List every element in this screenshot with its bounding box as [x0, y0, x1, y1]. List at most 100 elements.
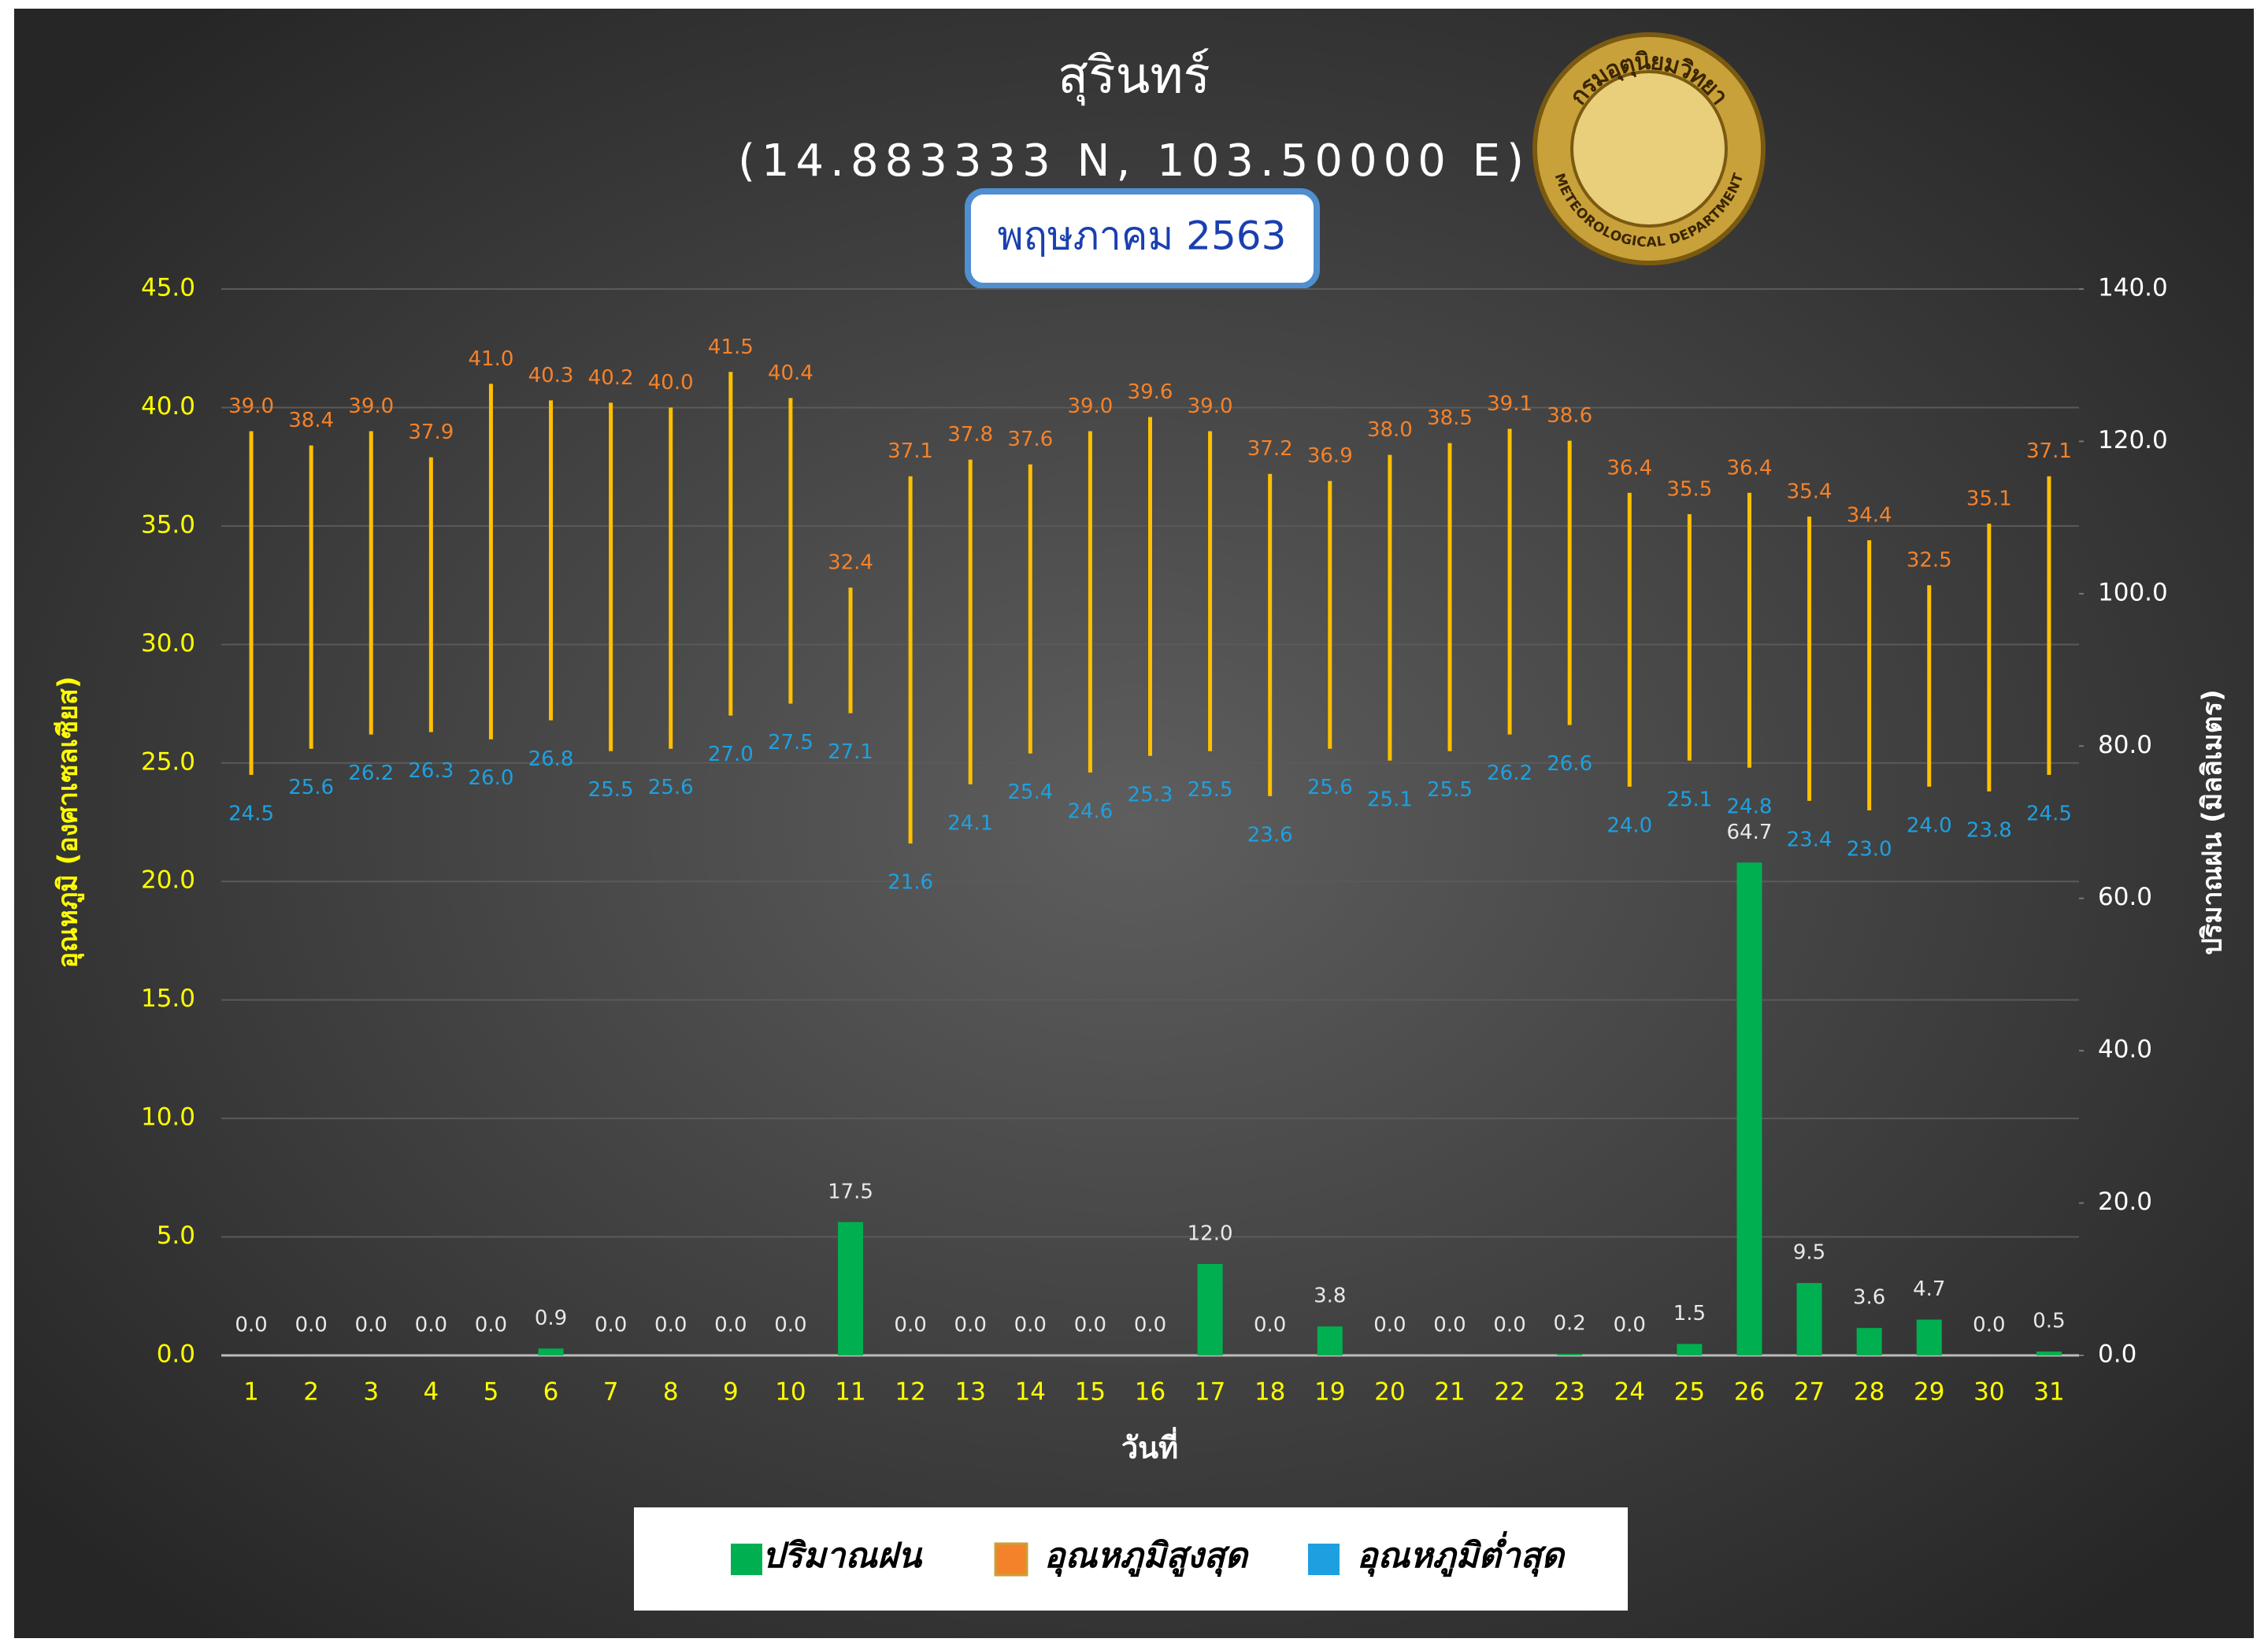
max-label: 39.0: [1188, 395, 1233, 418]
y-tick-label: 20.0: [141, 866, 195, 895]
x-tick-label: 31: [2033, 1378, 2064, 1407]
y-tick-label: 10.0: [141, 1103, 195, 1132]
min-label: 25.6: [288, 776, 334, 799]
min-label: 23.8: [1966, 818, 2012, 842]
rain-label: 0.0: [894, 1314, 926, 1337]
x-tick-label: 3: [363, 1378, 379, 1407]
rain-label: 4.7: [1913, 1277, 1945, 1301]
x-tick-label: 4: [423, 1378, 439, 1407]
rain-bar: [1557, 1354, 1583, 1355]
logo-center: [1570, 70, 1728, 228]
rain-label: 0.0: [355, 1314, 387, 1337]
x-tick-label: 14: [1015, 1378, 1046, 1407]
x-tick-label: 30: [1973, 1378, 2004, 1407]
max-label: 39.6: [1128, 380, 1173, 404]
min-label: 25.5: [1188, 778, 1233, 802]
x-tick-label: 5: [484, 1378, 499, 1407]
chart-title: สุรินทร์: [1058, 47, 1210, 106]
rain-bar: [1916, 1319, 1942, 1355]
y-tick-label: 5.0: [157, 1222, 195, 1250]
rain-label: 0.0: [475, 1314, 507, 1337]
x-tick-label: 23: [1554, 1378, 1584, 1407]
max-label: 38.4: [288, 409, 334, 432]
x-tick-label: 24: [1614, 1378, 1645, 1407]
x-tick-label: 1: [243, 1378, 259, 1407]
x-tick-label: 8: [663, 1378, 679, 1407]
rain-label: 0.0: [1614, 1314, 1646, 1337]
y2-tick-label: 80.0: [2098, 731, 2152, 759]
y2-tick-label: 60.0: [2098, 883, 2152, 911]
legend-label: ปริมาณฝน: [762, 1537, 923, 1575]
y2-tick-label: 20.0: [2098, 1188, 2152, 1216]
min-label: 24.5: [228, 802, 274, 825]
min-label: 25.5: [588, 778, 634, 802]
x-tick-label: 17: [1195, 1378, 1225, 1407]
rain-bar: [1677, 1344, 1703, 1355]
rain-label: 0.0: [295, 1314, 327, 1337]
x-tick-label: 16: [1135, 1378, 1166, 1407]
rain-label: 3.6: [1853, 1286, 1885, 1310]
x-tick-label: 13: [954, 1378, 985, 1407]
max-label: 37.2: [1247, 437, 1293, 461]
x-tick-label: 26: [1734, 1378, 1765, 1407]
max-label: 34.4: [1847, 503, 1892, 527]
max-label: 39.1: [1487, 392, 1532, 416]
min-label: 27.1: [828, 740, 873, 764]
max-label: 37.6: [1007, 428, 1053, 451]
max-label: 40.0: [648, 371, 694, 395]
min-label: 27.0: [708, 743, 754, 766]
y-tick-label: 15.0: [141, 984, 195, 1013]
min-label: 24.6: [1067, 799, 1113, 823]
max-label: 37.8: [947, 423, 993, 447]
max-label: 40.3: [528, 364, 574, 387]
rain-bar: [1197, 1263, 1223, 1355]
rain-bar: [1856, 1328, 1882, 1355]
y2-tick-label: 0.0: [2098, 1340, 2136, 1369]
max-label: 39.0: [228, 395, 274, 418]
max-label: 40.4: [768, 361, 813, 385]
rain-label: 0.0: [1074, 1314, 1106, 1337]
y2-tick-label: 100.0: [2098, 578, 2168, 606]
y-tick-label: 40.0: [141, 392, 195, 421]
x-tick-label: 6: [543, 1378, 559, 1407]
min-label: 25.6: [648, 776, 694, 799]
max-label: 40.2: [588, 366, 634, 390]
x-tick-label: 11: [835, 1378, 865, 1407]
y-tick-label: 0.0: [157, 1340, 195, 1369]
min-label: 25.3: [1128, 783, 1173, 806]
min-label: 23.0: [1847, 837, 1892, 861]
rain-label: 9.5: [1793, 1241, 1825, 1265]
min-label: 25.1: [1367, 788, 1413, 811]
rain-bar: [1736, 862, 1762, 1355]
min-label: 23.6: [1247, 823, 1293, 847]
legend-swatch: [1308, 1544, 1340, 1575]
rain-bar: [1796, 1283, 1822, 1355]
rain-label: 64.7: [1727, 821, 1773, 844]
y-tick-label: 30.0: [141, 629, 195, 658]
min-label: 24.8: [1727, 795, 1773, 818]
min-label: 25.4: [1007, 780, 1053, 804]
x-tick-label: 28: [1854, 1378, 1884, 1407]
rain-bar: [2036, 1351, 2062, 1355]
rain-label: 0.5: [2033, 1310, 2065, 1333]
min-label: 27.5: [768, 731, 813, 754]
legend-label: อุณหภูมิต่ำสุด: [1357, 1531, 1566, 1577]
min-label: 26.8: [528, 747, 574, 771]
x-tick-label: 22: [1494, 1378, 1525, 1407]
legend-swatch: [731, 1544, 762, 1575]
y-tick-label: 25.0: [141, 747, 195, 776]
max-label: 38.0: [1367, 418, 1413, 442]
max-label: 32.4: [828, 551, 873, 575]
x-tick-label: 2: [303, 1378, 319, 1407]
rain-label: 0.0: [654, 1314, 687, 1337]
rain-bar: [538, 1348, 564, 1355]
x-tick-label: 29: [1914, 1378, 1944, 1407]
rain-label: 0.0: [1373, 1314, 1406, 1337]
chart-subtitle: (14.883333 N, 103.50000 E): [738, 135, 1530, 187]
max-label: 37.9: [408, 421, 454, 444]
rain-label: 17.5: [828, 1180, 873, 1203]
max-label: 39.0: [348, 395, 394, 418]
rain-label: 0.0: [1014, 1314, 1047, 1337]
